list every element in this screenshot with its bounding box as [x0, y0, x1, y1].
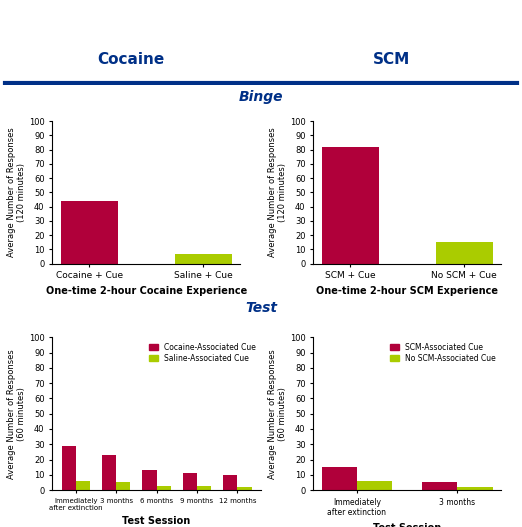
Text: Cocaine: Cocaine [97, 53, 164, 67]
Legend: Cocaine-Associated Cue, Saline-Associated Cue: Cocaine-Associated Cue, Saline-Associate… [147, 341, 257, 365]
Bar [238, 487, 252, 490]
Bar [322, 147, 378, 264]
Bar [62, 446, 76, 490]
X-axis label: Test Session: Test Session [373, 523, 441, 527]
Y-axis label: Average Number of Responses
(60 minutes): Average Number of Responses (60 minutes) [7, 349, 26, 479]
Bar [116, 483, 130, 490]
Y-axis label: Average Number of Responses
(60 minutes): Average Number of Responses (60 minutes) [268, 349, 287, 479]
Bar [223, 475, 238, 490]
Bar [61, 201, 117, 264]
Bar [197, 485, 211, 490]
Text: SCM: SCM [373, 53, 410, 67]
Text: Binge: Binge [239, 91, 283, 104]
Bar [422, 483, 457, 490]
Bar [102, 455, 116, 490]
Bar [76, 481, 90, 490]
Bar [457, 487, 493, 490]
Bar [157, 485, 171, 490]
Bar [357, 481, 392, 490]
Text: Seeking in Rats: Seeking in Rats [209, 35, 313, 47]
Bar [322, 467, 357, 490]
Y-axis label: Average Number of Responses
(120 minutes): Average Number of Responses (120 minutes… [268, 128, 287, 257]
Legend: SCM-Associated Cue, No SCM-Associated Cue: SCM-Associated Cue, No SCM-Associated Cu… [388, 341, 497, 365]
Text: Test: Test [245, 301, 277, 315]
Text: Study Underscores Power of Cocaine Cues to Re-Induce Drug-: Study Underscores Power of Cocaine Cues … [56, 16, 466, 29]
Bar [183, 473, 197, 490]
X-axis label: Test Session: Test Session [123, 516, 191, 526]
Bar [436, 242, 493, 264]
X-axis label: One-time 2-hour SCM Experience: One-time 2-hour SCM Experience [316, 286, 498, 296]
X-axis label: One-time 2-hour Cocaine Experience: One-time 2-hour Cocaine Experience [45, 286, 247, 296]
Y-axis label: Average Number of Responses
(120 minutes): Average Number of Responses (120 minutes… [7, 128, 26, 257]
Bar [143, 470, 157, 490]
Bar [175, 253, 232, 264]
